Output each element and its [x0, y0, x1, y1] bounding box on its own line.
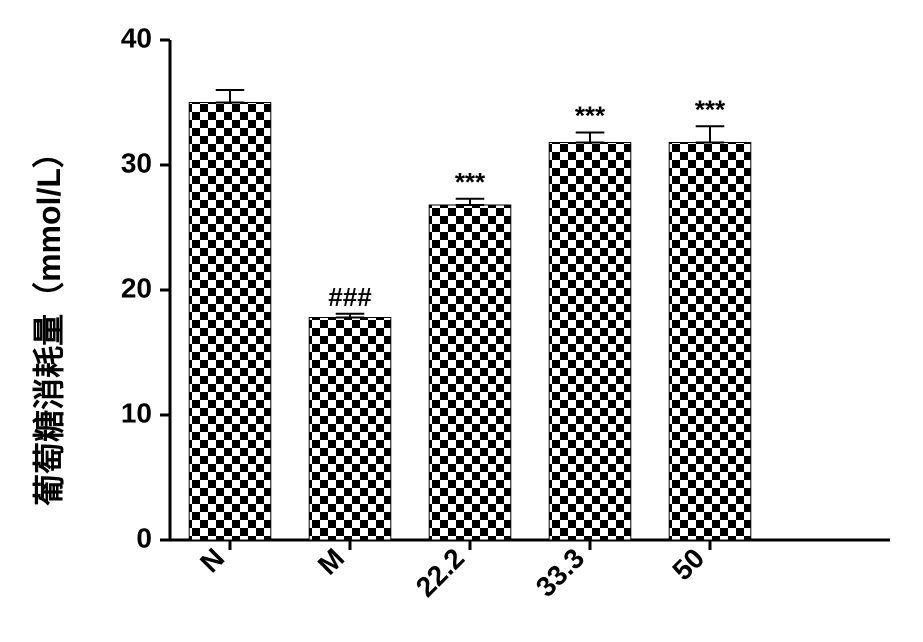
x-tick-label: N — [194, 542, 230, 578]
significance-annotation: ### — [328, 282, 372, 312]
y-tick-label: 0 — [136, 522, 152, 553]
significance-annotation: *** — [575, 101, 606, 131]
x-tick-label: M — [312, 542, 350, 580]
y-tick-label: 30 — [121, 147, 152, 178]
significance-annotation: *** — [695, 94, 726, 124]
x-tick-label: 33.3 — [530, 542, 590, 602]
bar — [309, 318, 391, 541]
y-axis-label: 葡萄糖消耗量（mmol/L） — [24, 136, 70, 506]
chart-svg: 0 10 20 30 40 N ### M *** 22.2 *** 33.3 *** 50 — [0, 0, 923, 642]
significance-annotation: *** — [455, 167, 486, 197]
y-tick-label: 20 — [121, 272, 152, 303]
bar — [189, 103, 271, 541]
x-tick-label: 22.2 — [410, 542, 470, 602]
x-tick-label: 50 — [666, 542, 710, 586]
bar — [669, 143, 751, 541]
bar — [549, 143, 631, 541]
bar — [429, 205, 511, 540]
bar-chart: 葡萄糖消耗量（mmol/L） 0 10 20 30 40 N ### M *** 22.2 *** 3… — [0, 0, 923, 642]
y-tick-label: 40 — [121, 22, 152, 53]
y-tick-label: 10 — [121, 397, 152, 428]
